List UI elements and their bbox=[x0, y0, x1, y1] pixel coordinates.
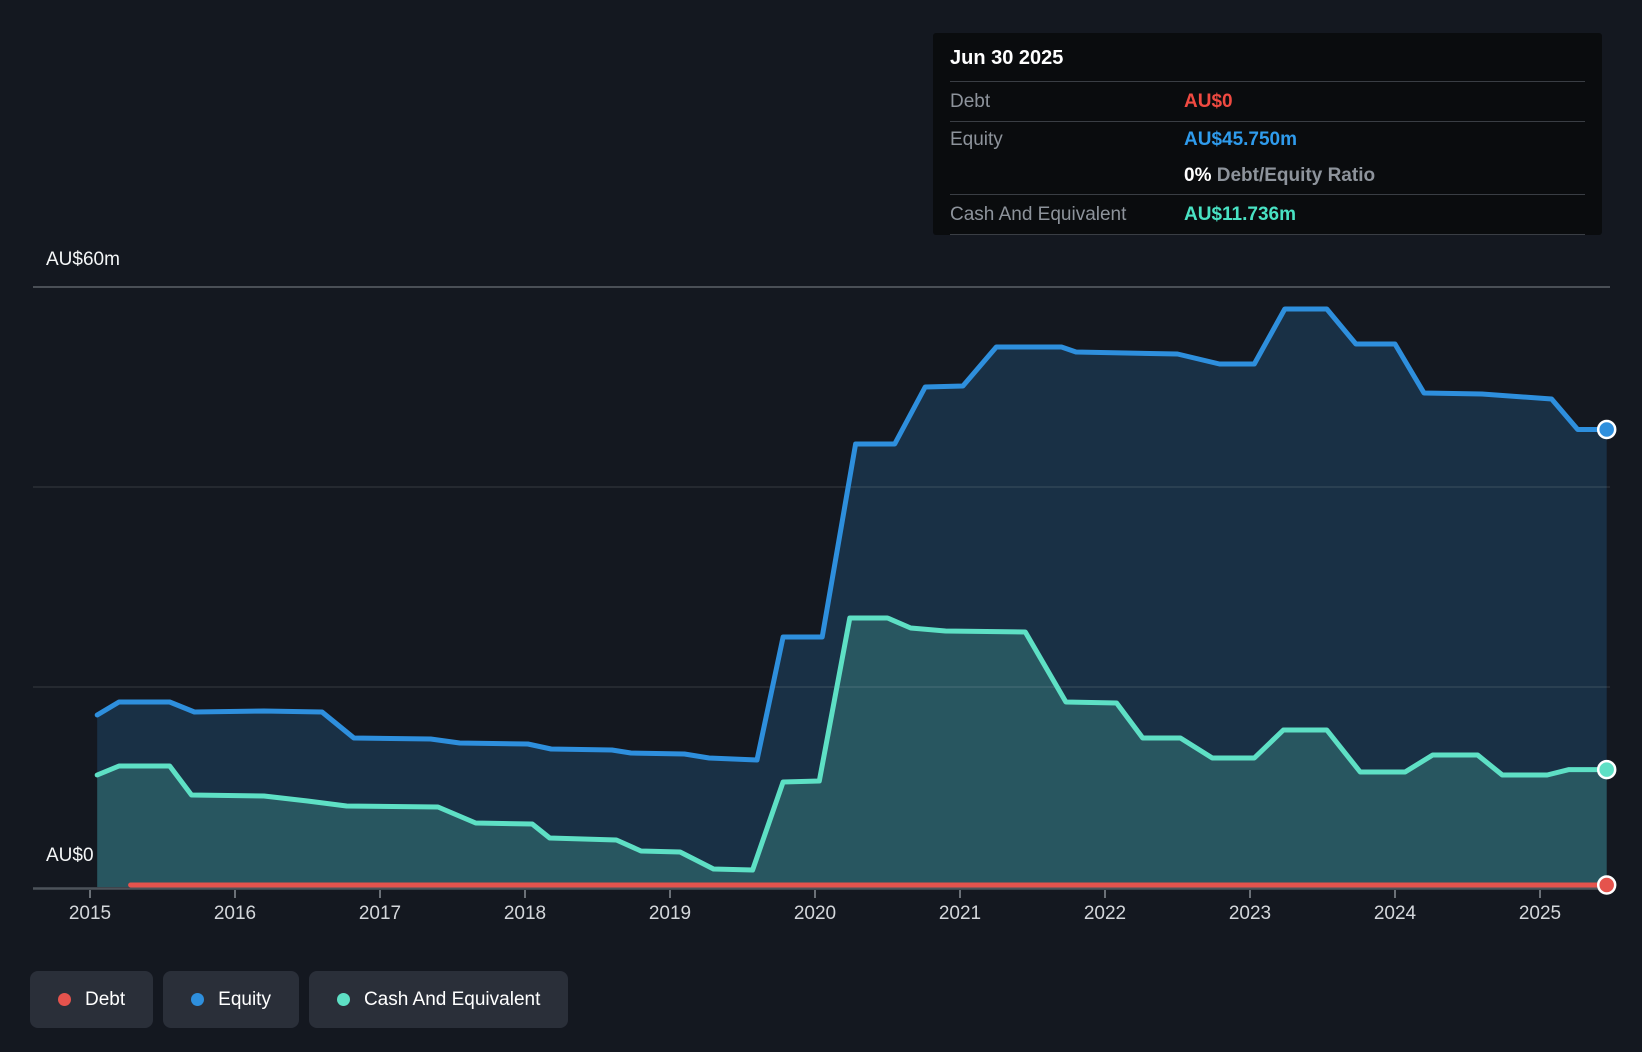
x-tick-label-2022: 2022 bbox=[1084, 903, 1126, 924]
y-axis-label-zero: AU$0 bbox=[46, 845, 94, 867]
chart-legend: Debt Equity Cash And Equivalent bbox=[30, 971, 568, 1028]
tooltip-row-cash: Cash And Equivalent AU$11.736m bbox=[950, 194, 1585, 235]
tooltip-equity-value: AU$45.750m bbox=[1184, 129, 1297, 151]
legend-item-debt[interactable]: Debt bbox=[30, 971, 153, 1028]
cash-dot-icon bbox=[337, 993, 350, 1006]
tooltip-debt-value: AU$0 bbox=[1184, 91, 1233, 113]
tooltip-date: Jun 30 2025 bbox=[950, 33, 1585, 81]
x-tick-label-2020: 2020 bbox=[794, 903, 836, 924]
equity-dot-icon bbox=[191, 993, 204, 1006]
legend-item-equity[interactable]: Equity bbox=[163, 971, 299, 1028]
x-tick-label-2018: 2018 bbox=[504, 903, 546, 924]
debt-end-dot[interactable] bbox=[1598, 877, 1615, 894]
x-tick-label-2021: 2021 bbox=[939, 903, 981, 924]
tooltip-equity-label: Equity bbox=[950, 129, 1184, 151]
legend-cash-label: Cash And Equivalent bbox=[364, 989, 540, 1011]
x-tick-label-2025: 2025 bbox=[1519, 903, 1561, 924]
debt-dot-icon bbox=[58, 993, 71, 1006]
tooltip-debt-label: Debt bbox=[950, 91, 1184, 113]
cash-and-equivalent-end-dot[interactable] bbox=[1598, 761, 1615, 778]
x-tick-label-2023: 2023 bbox=[1229, 903, 1271, 924]
tooltip-debt-equity-ratio: 0% Debt/Equity Ratio bbox=[1184, 165, 1375, 187]
legend-equity-label: Equity bbox=[218, 989, 271, 1011]
tooltip-row-debt: Debt AU$0 bbox=[950, 81, 1585, 121]
tooltip-cash-label: Cash And Equivalent bbox=[950, 204, 1184, 226]
tooltip-row-equity: Equity AU$45.750m 0% Debt/Equity Ratio bbox=[950, 121, 1585, 194]
legend-debt-label: Debt bbox=[85, 989, 125, 1011]
equity-end-dot[interactable] bbox=[1598, 421, 1615, 438]
x-tick-label-2019: 2019 bbox=[649, 903, 691, 924]
x-tick-label-2015: 2015 bbox=[69, 903, 111, 924]
x-tick-label-2024: 2024 bbox=[1374, 903, 1417, 924]
financial-history-chart: 2015 2016 2017 2018 2019 2020 2021 2022 2023 2024… bbox=[0, 0, 1642, 1052]
legend-item-cash[interactable]: Cash And Equivalent bbox=[309, 971, 568, 1028]
y-axis-label-max: AU$60m bbox=[46, 249, 120, 271]
x-tick-label-2016: 2016 bbox=[214, 903, 256, 924]
tooltip-cash-value: AU$11.736m bbox=[1184, 204, 1296, 226]
x-tick-label-2017: 2017 bbox=[359, 903, 401, 924]
chart-tooltip: Jun 30 2025 Debt AU$0 Equity AU$45.750m … bbox=[933, 33, 1602, 235]
